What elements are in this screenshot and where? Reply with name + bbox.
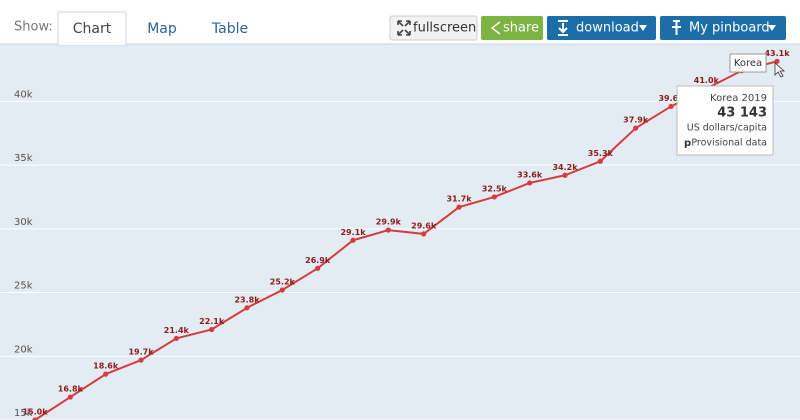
- data-label: 16.8k: [58, 385, 84, 394]
- tab[interactable]: Map: [147, 21, 177, 37]
- download-button[interactable]: [547, 16, 656, 40]
- y-tick-label: 20k: [14, 344, 33, 355]
- data-point: [138, 357, 144, 363]
- data-point: [244, 305, 250, 311]
- data-point: [421, 231, 427, 237]
- series-label: Korea: [734, 58, 762, 69]
- data-point: [350, 237, 356, 243]
- tooltip-flag: p: [684, 138, 691, 149]
- pinboard-button[interactable]: [660, 16, 786, 40]
- y-tick-label: 30k: [14, 217, 33, 228]
- overlay: Korea Korea 2019 43 143 US dollars/capit…: [676, 53, 786, 156]
- data-label: 23.8k: [234, 295, 260, 304]
- tooltip-value: 43 143: [717, 106, 767, 121]
- series-label-box: [729, 53, 767, 73]
- data-point: [597, 158, 603, 164]
- data-point: [103, 371, 109, 377]
- button-label[interactable]: download: [576, 21, 639, 36]
- show-label: Show:: [14, 20, 53, 35]
- tab[interactable]: Table: [211, 21, 248, 37]
- data-point: [562, 172, 568, 178]
- y-tick-label: 15k: [14, 408, 33, 419]
- tooltip: [676, 85, 774, 156]
- button-label[interactable]: My pinboard: [689, 21, 770, 36]
- data-label: 22.1k: [199, 317, 225, 326]
- button-label[interactable]: fullscreen: [413, 21, 476, 36]
- data-point: [527, 180, 533, 186]
- download-icon: [558, 20, 568, 36]
- data-label: 26.9k: [305, 256, 331, 265]
- data-label: 29.1k: [340, 228, 366, 237]
- data-label: 18.6k: [93, 362, 119, 371]
- data-label: 19.7k: [128, 348, 154, 357]
- data-label: 39.6k: [658, 94, 684, 103]
- data-label: 41.0k: [694, 76, 720, 85]
- data-point: [173, 335, 179, 342]
- series-line: [34, 60, 778, 420]
- dropdown-caret: [768, 25, 776, 31]
- data-label: 35.3k: [588, 149, 614, 158]
- data-point: [633, 125, 639, 131]
- data-label: 43.1k: [764, 49, 790, 58]
- data-point: [32, 417, 38, 420]
- data-label: 37.9k: [623, 116, 649, 125]
- data-point: [385, 227, 391, 233]
- y-tick-label: 40k: [14, 89, 33, 100]
- cursor: [774, 62, 786, 78]
- share-button[interactable]: [481, 16, 543, 40]
- y-tick-label: 35k: [14, 153, 33, 164]
- data-label: 15.0k: [22, 408, 48, 417]
- data-point: [279, 287, 285, 293]
- data-label: 33.6k: [517, 170, 543, 179]
- plot: 15k 20k 25k 30k 35k 40k 15.0k 16.8k 18.6k 19.7k 21…: [0, 49, 800, 420]
- data-point: [668, 103, 674, 110]
- data-point: [315, 265, 321, 271]
- tooltip-unit: US dollars/capita: [687, 123, 767, 134]
- y-tick-label: 25k: [14, 281, 33, 292]
- pin-icon: [672, 20, 681, 35]
- data-label: 21.4k: [164, 326, 190, 335]
- tooltip-flag-text: Provisional data: [691, 138, 767, 149]
- data-point: [456, 204, 462, 210]
- data-label: 25.2k: [270, 277, 296, 286]
- data-label: 34.2k: [552, 163, 578, 172]
- share-icon: [490, 21, 501, 35]
- data-point: [209, 326, 215, 333]
- data-point: [491, 194, 497, 200]
- data-label: 32.5k: [482, 184, 508, 193]
- data-label: 29.6k: [411, 221, 437, 230]
- data-label: 31.7k: [446, 195, 472, 204]
- data-point: [774, 58, 780, 64]
- data-point: [67, 394, 73, 400]
- fullscreen-button[interactable]: [389, 15, 478, 41]
- fullscreen-icon: [397, 20, 411, 36]
- dropdown-caret: [639, 25, 647, 31]
- tab[interactable]: Chart: [73, 21, 112, 37]
- data-label: 29.9k: [376, 218, 402, 227]
- button-label[interactable]: share: [503, 21, 539, 36]
- tooltip-title: Korea 2019: [710, 93, 767, 104]
